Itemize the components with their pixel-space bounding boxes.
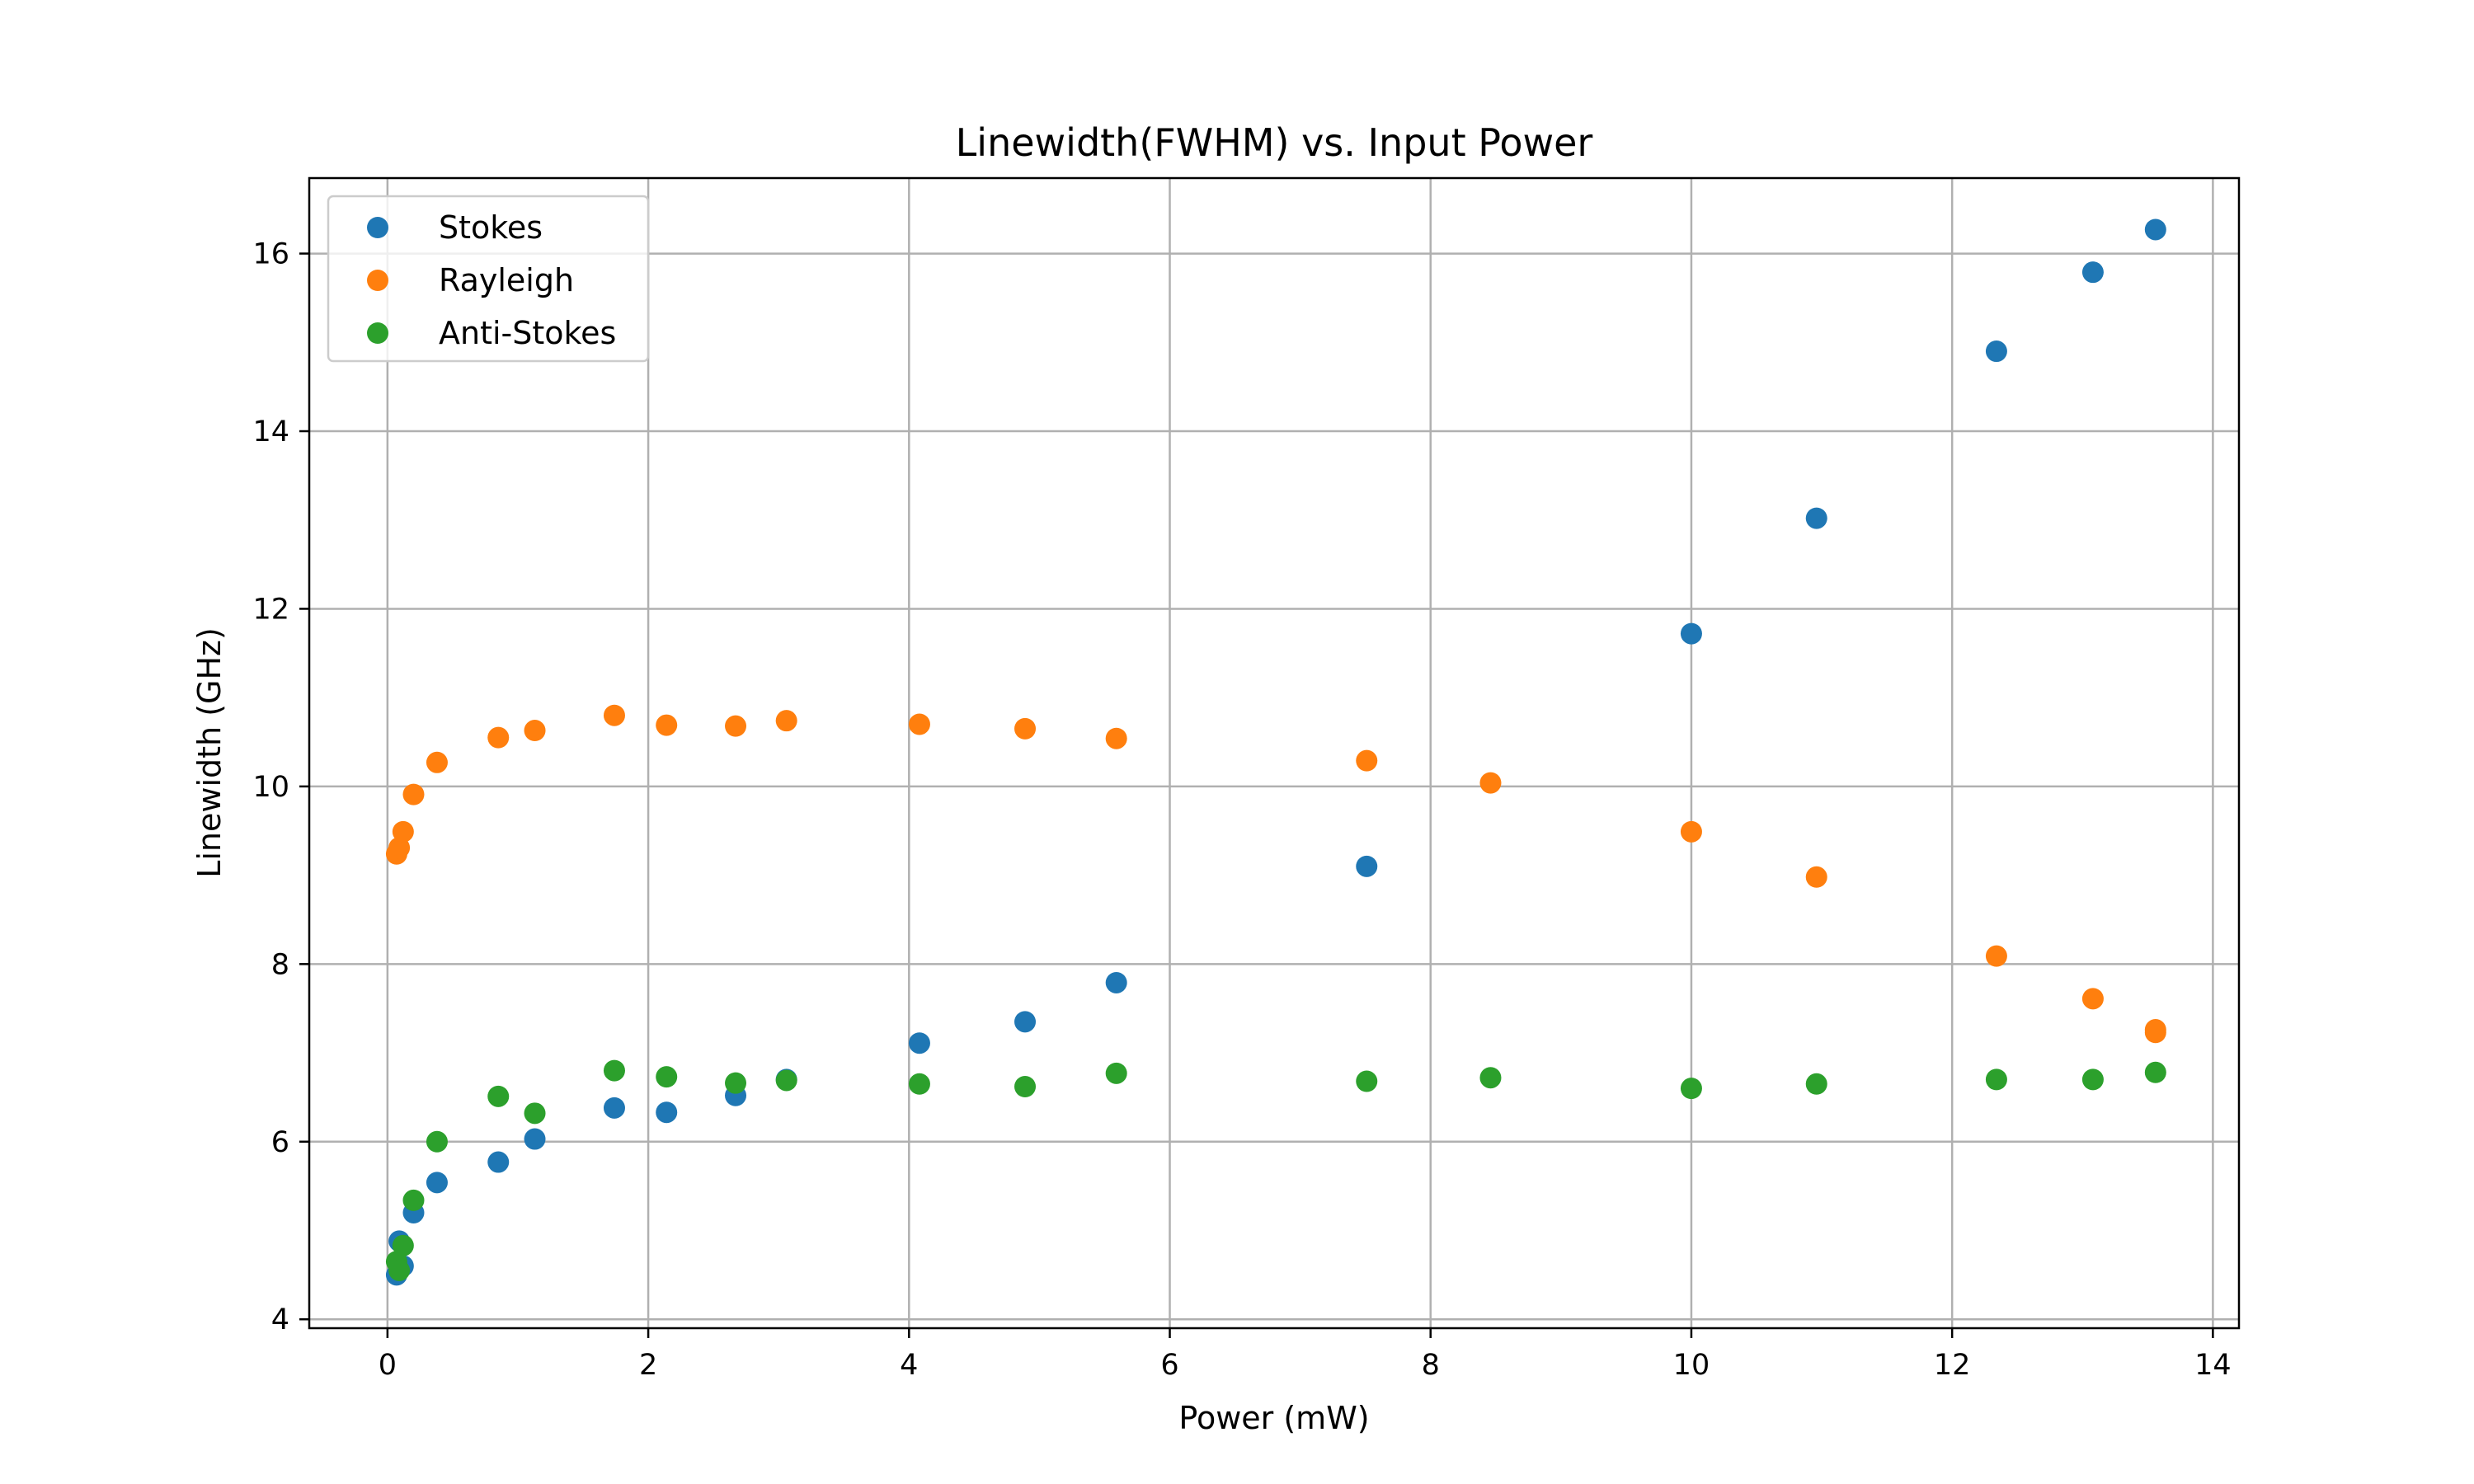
stokes-point bbox=[656, 1101, 678, 1124]
rayleigh-point bbox=[1014, 717, 1037, 740]
legend-label-rayleigh: Rayleigh bbox=[439, 262, 574, 298]
rayleigh-point bbox=[656, 714, 678, 736]
stokes-point bbox=[1680, 622, 1702, 645]
rayleigh-point bbox=[1805, 866, 1827, 888]
stokes-point bbox=[908, 1032, 930, 1054]
y-tick-label: 14 bbox=[252, 416, 289, 448]
stokes-point bbox=[426, 1172, 448, 1194]
rayleigh-point bbox=[426, 751, 448, 773]
anti-stokes-point bbox=[2144, 1061, 2166, 1083]
x-tick-label: 8 bbox=[1422, 1349, 1440, 1382]
x-tick-label: 4 bbox=[900, 1349, 918, 1382]
x-tick-label: 6 bbox=[1160, 1349, 1178, 1382]
axis-ticks: 0 2 4 6 8 10 12 14 4 6 8 10 12 14 16 bbox=[252, 238, 2231, 1382]
y-tick-label: 10 bbox=[252, 771, 289, 804]
anti-stokes-point bbox=[1985, 1068, 2007, 1091]
grid-lines bbox=[309, 178, 2239, 1328]
anti-stokes-point bbox=[775, 1069, 797, 1092]
x-tick-label: 2 bbox=[639, 1349, 657, 1382]
rayleigh-point bbox=[2144, 1021, 2166, 1044]
anti-stokes-point bbox=[1680, 1078, 1702, 1100]
legend-box bbox=[327, 195, 650, 363]
rayleigh-point bbox=[392, 820, 414, 843]
anti-stokes-point bbox=[603, 1059, 625, 1082]
stokes-point bbox=[1985, 340, 2007, 363]
legend: Stokes Rayleigh Anti-Stokes bbox=[327, 195, 650, 363]
y-axis-label: Linewidth (GHz) bbox=[191, 627, 228, 878]
rayleigh-point bbox=[1680, 820, 1702, 843]
anti-stokes-point bbox=[1479, 1067, 1502, 1089]
anti-stokes-point bbox=[392, 1234, 414, 1256]
rayleigh-point bbox=[524, 720, 546, 742]
stokes-point bbox=[487, 1151, 510, 1173]
legend-marker-stokes bbox=[367, 217, 388, 238]
y-tick-label: 16 bbox=[252, 238, 289, 271]
anti-stokes-point bbox=[402, 1189, 425, 1211]
x-tick-label: 0 bbox=[379, 1349, 397, 1382]
rayleigh-point bbox=[1985, 945, 2007, 967]
anti-stokes-point bbox=[1356, 1070, 1378, 1092]
rayleigh-point bbox=[388, 837, 411, 859]
rayleigh-point bbox=[775, 710, 797, 732]
anti-stokes-point bbox=[487, 1085, 510, 1107]
y-tick-label: 12 bbox=[252, 593, 289, 626]
stokes-point bbox=[524, 1128, 546, 1150]
anti-stokes-point bbox=[426, 1130, 448, 1153]
legend-label-anti-stokes: Anti-Stokes bbox=[439, 315, 616, 351]
anti-stokes-point bbox=[2081, 1068, 2104, 1091]
x-tick-label: 10 bbox=[1673, 1349, 1710, 1382]
anti-stokes-point bbox=[1014, 1075, 1037, 1097]
data-points bbox=[385, 218, 2166, 1286]
rayleigh-point bbox=[725, 715, 747, 737]
chart-title: Linewidth(FWHM) vs. Input Power bbox=[956, 120, 1593, 165]
rayleigh-point bbox=[603, 704, 625, 726]
stokes-point bbox=[2081, 261, 2104, 284]
legend-marker-rayleigh bbox=[367, 270, 388, 291]
stokes-point bbox=[2144, 218, 2166, 241]
rayleigh-point bbox=[402, 783, 425, 805]
rayleigh-point bbox=[487, 726, 510, 749]
y-tick-label: 6 bbox=[271, 1126, 289, 1159]
anti-stokes-point bbox=[725, 1072, 747, 1094]
anti-stokes-point bbox=[908, 1073, 930, 1095]
stokes-point bbox=[1805, 507, 1827, 529]
y-tick-label: 4 bbox=[271, 1303, 289, 1336]
rayleigh-point bbox=[1105, 727, 1127, 749]
anti-stokes-point bbox=[1805, 1073, 1827, 1095]
plot-area-frame bbox=[308, 176, 2241, 1330]
rayleigh-point bbox=[908, 713, 930, 735]
anti-stokes-point bbox=[388, 1259, 411, 1281]
y-tick-label: 8 bbox=[271, 948, 289, 981]
x-tick-label: 12 bbox=[1934, 1349, 1971, 1382]
rayleigh-point bbox=[1356, 749, 1378, 772]
legend-marker-anti-stokes bbox=[367, 322, 388, 344]
rayleigh-point bbox=[2081, 988, 2104, 1010]
stokes-point bbox=[1105, 971, 1127, 993]
anti-stokes-point bbox=[524, 1102, 546, 1125]
stokes-point bbox=[1014, 1011, 1037, 1033]
x-tick-label: 14 bbox=[2194, 1349, 2232, 1382]
stokes-point bbox=[603, 1097, 625, 1119]
anti-stokes-point bbox=[656, 1066, 678, 1088]
x-axis-label: Power (mW) bbox=[1178, 1400, 1369, 1436]
stokes-point bbox=[1356, 855, 1378, 877]
anti-stokes-point bbox=[1105, 1062, 1127, 1084]
rayleigh-point bbox=[1479, 772, 1502, 794]
legend-label-stokes: Stokes bbox=[439, 209, 543, 246]
